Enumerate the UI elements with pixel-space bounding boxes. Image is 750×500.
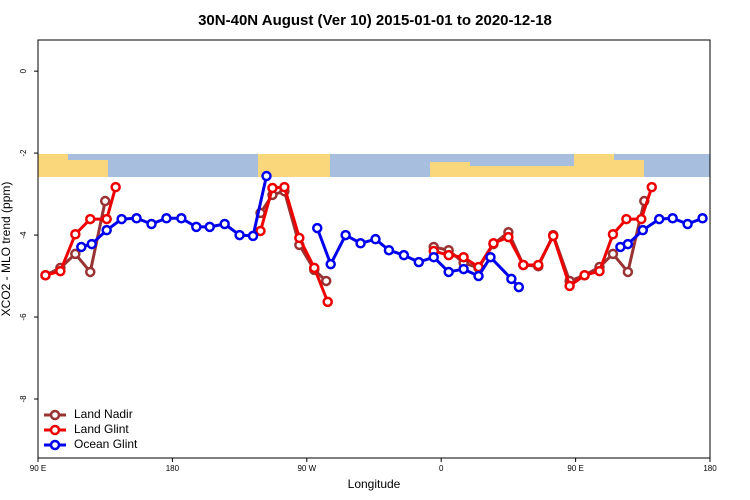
point [101, 213, 112, 225]
point [503, 231, 514, 243]
plot-frame [37, 39, 711, 459]
point [101, 224, 112, 236]
point [485, 251, 496, 263]
legend-label: Ocean Glint [74, 437, 138, 451]
x-tick-label: 90 W [297, 464, 316, 473]
point [646, 181, 658, 193]
point [518, 259, 529, 271]
point [682, 218, 693, 230]
point [294, 232, 305, 244]
point [413, 256, 425, 268]
point [161, 213, 172, 224]
point [85, 213, 96, 225]
point [131, 213, 142, 224]
point [533, 259, 544, 271]
point [594, 265, 605, 277]
point [191, 221, 202, 233]
point [607, 228, 619, 240]
point [622, 238, 634, 250]
point [697, 213, 708, 224]
point [370, 233, 381, 245]
map-strip [38, 154, 710, 177]
point [513, 281, 525, 293]
point [70, 228, 81, 240]
point [110, 181, 121, 193]
point [320, 275, 332, 287]
point [219, 218, 230, 230]
legend-label: Land Nadir [74, 407, 133, 421]
series-line [45, 185, 654, 303]
point [86, 238, 98, 250]
legend-marker [49, 439, 61, 451]
point [255, 225, 266, 237]
y-tick-label: -8 [19, 395, 28, 403]
point [55, 265, 66, 277]
point [176, 213, 187, 224]
point [40, 269, 51, 281]
point [234, 229, 245, 241]
point [398, 249, 410, 261]
point [564, 280, 575, 292]
point [340, 229, 351, 241]
point [309, 262, 320, 274]
point [473, 270, 484, 282]
y-tick-label: 0 [19, 68, 28, 73]
point [116, 213, 127, 225]
x-tick-label: 90 E [567, 464, 583, 473]
legend-marker [49, 424, 61, 436]
legend-label: Land Glint [74, 422, 129, 436]
legend-marker [49, 409, 61, 421]
y-tick-label: -6 [19, 313, 28, 321]
y-tick-label: -4 [19, 231, 28, 239]
point [85, 266, 96, 278]
point [607, 248, 619, 260]
x-tick-label: 90 E [30, 464, 46, 473]
point [547, 230, 559, 242]
point [579, 269, 590, 281]
point [458, 251, 469, 263]
x-tick-label: 180 [166, 464, 180, 473]
point [76, 241, 87, 253]
point [443, 249, 454, 261]
point [653, 213, 665, 225]
x-axis-label: Longitude [348, 477, 401, 491]
y-tick-label: -2 [19, 149, 28, 157]
chart-title: 30N-40N August (Ver 10) 2015-01-01 to 20… [198, 12, 552, 29]
point [636, 213, 647, 225]
x-tick-label: 180 [703, 464, 717, 473]
point [279, 181, 290, 193]
point [146, 218, 157, 230]
point [312, 222, 323, 234]
point [637, 224, 649, 236]
point [355, 238, 366, 249]
point [325, 258, 336, 270]
x-tick-label: 0 [439, 464, 444, 473]
point [428, 251, 439, 263]
point [506, 273, 517, 285]
point [204, 221, 215, 233]
point [383, 244, 395, 256]
point [443, 266, 454, 278]
point [247, 230, 259, 242]
point [458, 263, 469, 275]
point [322, 296, 333, 308]
point [99, 195, 111, 207]
point [488, 238, 499, 249]
point [261, 170, 272, 182]
point [70, 248, 81, 260]
point [622, 266, 634, 278]
y-axis-label: XCO2 - MLO trend (ppm) [0, 182, 13, 317]
point [621, 213, 632, 225]
point [267, 182, 278, 194]
point [667, 213, 678, 224]
